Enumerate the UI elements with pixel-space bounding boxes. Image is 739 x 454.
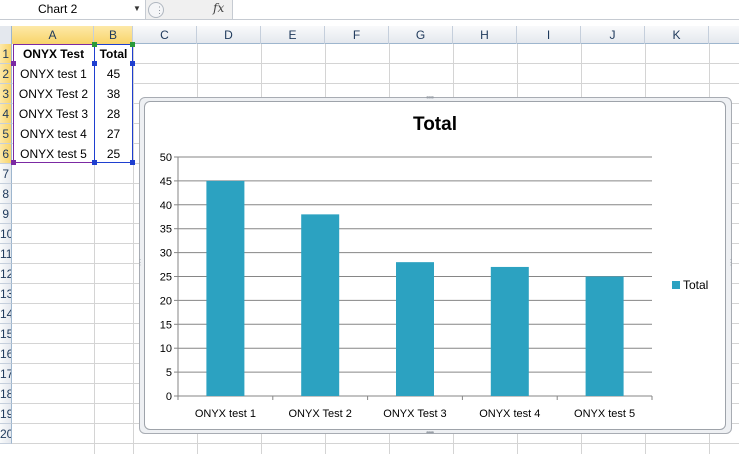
row-header-16[interactable]: 16 [0,344,12,364]
legend-swatch [672,281,680,289]
row-header-8[interactable]: 8 [0,184,12,204]
bar [396,262,434,396]
cell-b5[interactable]: 27 [95,124,132,144]
formula-input[interactable] [232,0,739,19]
column-header-a[interactable]: A [12,26,94,44]
chart-title[interactable]: Total [413,114,457,135]
grid-line [12,443,739,444]
cell-b4[interactable]: 28 [95,104,132,124]
column-header-c[interactable]: C [133,26,197,44]
y-tick-label: 15 [160,319,172,331]
row-header-11[interactable]: 11 [0,244,12,264]
formula-bar-resize-handle[interactable] [148,2,164,18]
cell-b6[interactable]: 25 [95,144,132,164]
column-header-g[interactable]: G [389,26,453,44]
grid-line [133,44,134,454]
row-header-6[interactable]: 6 [0,144,12,164]
row-header-12[interactable]: 12 [0,264,12,284]
column-header-k[interactable]: K [645,26,709,44]
row-header-1[interactable]: 1 [0,44,12,64]
cell-a6[interactable]: ONYX test 5 [13,144,94,164]
y-tick-label: 0 [166,391,172,403]
insert-function-icon[interactable]: fx [213,1,225,15]
range-handle[interactable] [130,61,135,66]
y-tick-label: 45 [160,176,172,188]
y-tick-label: 20 [160,295,172,307]
bar [490,266,529,396]
legend-label: Total [683,278,709,292]
range-handle[interactable] [11,61,16,66]
cell-a2[interactable]: ONYX test 1 [13,64,94,84]
row-header-17[interactable]: 17 [0,364,12,384]
row-header-10[interactable]: 10 [0,224,12,244]
header-cell-total[interactable]: Total [95,44,132,64]
range-handle[interactable] [92,160,97,165]
x-tick-label: ONYX test 5 [574,408,635,420]
column-header-b[interactable]: B [94,26,133,44]
grid-line [12,63,739,64]
resize-handle-bottom[interactable]: •••• [426,428,434,437]
cell-a4[interactable]: ONYX Test 3 [13,104,94,124]
resize-handle-top[interactable]: •••• [426,93,434,102]
cell-b3[interactable]: 38 [95,84,132,104]
row-header-19[interactable]: 19 [0,404,12,424]
grid-line [12,83,739,84]
row-header-15[interactable]: 15 [0,324,12,344]
row-header-9[interactable]: 9 [0,204,12,224]
cell-b2[interactable]: 45 [95,64,132,84]
select-all-button[interactable] [0,26,12,44]
column-headers: A B C D E F G H I J K [0,26,739,44]
column-header-i[interactable]: I [517,26,581,44]
range-handle[interactable] [92,61,97,66]
y-tick-label: 10 [160,343,172,355]
column-header-e[interactable]: E [261,26,325,44]
grid-line [94,44,95,454]
row-header-3[interactable]: 3 [0,84,12,104]
resize-handle-left[interactable]: ⋮ [136,258,144,267]
bar [301,214,340,396]
cell-a3[interactable]: ONYX Test 2 [13,84,94,104]
bar [206,180,245,396]
row-header-18[interactable]: 18 [0,384,12,404]
resize-handle-right[interactable]: ⋮ [727,258,735,267]
cell-a5[interactable]: ONYX test 4 [13,124,94,144]
bar [585,276,624,396]
formula-bar: Chart 2 ▼ ⋮ fx [0,0,739,20]
name-box-value: Chart 2 [38,2,78,16]
column-header-j[interactable]: J [581,26,645,44]
x-tick-label: ONYX test 1 [195,408,256,420]
y-tick-label: 25 [160,272,172,284]
row-header-13[interactable]: 13 [0,284,12,304]
x-tick-label: ONYX Test 2 [289,408,352,420]
y-tick-label: 5 [166,367,172,379]
y-tick-label: 30 [160,248,172,260]
x-tick-label: ONYX test 4 [479,408,540,420]
name-box[interactable]: Chart 2 ▼ [0,0,146,19]
range-handle[interactable] [130,42,135,47]
range-handle[interactable] [130,160,135,165]
row-header-14[interactable]: 14 [0,304,12,324]
chart-legend[interactable]: Total [672,278,708,292]
column-header-h[interactable]: H [453,26,517,44]
row-header-7[interactable]: 7 [0,164,12,184]
y-tick-label: 40 [160,200,172,212]
range-handle[interactable] [11,160,16,165]
range-handle[interactable] [92,42,97,47]
header-cell-onyx-test[interactable]: ONYX Test [13,44,94,64]
grip-dots-icon: ⋮ [155,5,164,15]
chevron-down-icon[interactable]: ▼ [133,4,141,13]
x-tick-label: ONYX Test 3 [383,408,446,420]
y-tick-label: 35 [160,224,172,236]
row-header-2[interactable]: 2 [0,64,12,84]
row-header-20[interactable]: 20 [0,424,12,444]
column-header-f[interactable]: F [325,26,389,44]
row-header-4[interactable]: 4 [0,104,12,124]
row-header-5[interactable]: 5 [0,124,12,144]
column-header-d[interactable]: D [197,26,261,44]
y-tick-label: 50 [160,152,172,164]
